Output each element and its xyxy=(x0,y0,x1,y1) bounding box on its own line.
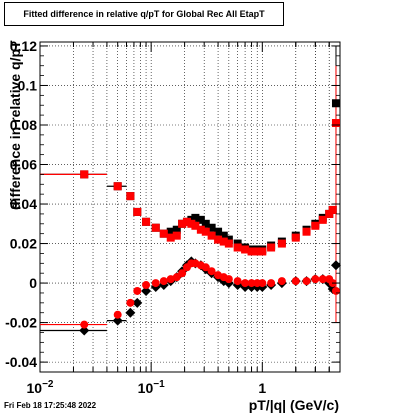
data-point-square xyxy=(142,217,151,226)
data-point-circle xyxy=(302,277,311,286)
data-point-square xyxy=(258,247,267,256)
data-point-circle xyxy=(113,310,122,319)
timestamp-footer: Fri Feb 18 17:25:48 2022 xyxy=(4,401,97,410)
data-point-square xyxy=(328,205,337,214)
data-point-circle xyxy=(207,267,216,276)
x-axis-label: pT/|q| (GeV/c) xyxy=(249,397,339,413)
y-tick-label: -0.02 xyxy=(5,315,37,331)
data-point-diamond xyxy=(132,297,143,308)
data-point-square xyxy=(277,239,286,248)
data-point-square xyxy=(224,239,233,248)
data-point-circle xyxy=(126,298,135,307)
data-point-square xyxy=(187,219,196,228)
data-point-diamond xyxy=(125,307,136,318)
data-point-square xyxy=(166,227,175,236)
data-point-square xyxy=(182,217,191,226)
data-points xyxy=(79,99,341,336)
data-point-circle xyxy=(258,279,267,288)
data-point-diamond xyxy=(79,325,90,336)
data-point-square xyxy=(151,223,160,232)
data-point-square xyxy=(331,99,340,108)
data-point-square xyxy=(311,221,320,230)
data-point-circle xyxy=(166,275,175,284)
data-point-square xyxy=(214,235,223,244)
data-point-square xyxy=(267,243,276,252)
data-point-square xyxy=(253,247,262,256)
data-point-square xyxy=(166,233,175,242)
data-point-square xyxy=(291,233,300,242)
data-point-square xyxy=(196,215,205,224)
data-point-square xyxy=(196,225,205,234)
data-point-square xyxy=(159,229,168,238)
data-point-square xyxy=(219,231,228,240)
y-tick-label: 0.1 xyxy=(18,77,38,93)
data-point-circle xyxy=(224,275,233,284)
x-tick-label: 1 xyxy=(258,380,266,396)
data-point-square xyxy=(172,231,181,240)
data-point-circle xyxy=(277,277,286,286)
data-point-square xyxy=(219,237,228,246)
data-point-square xyxy=(191,221,200,230)
data-point-square xyxy=(201,219,210,228)
data-point-diamond xyxy=(330,260,341,271)
y-tick-label: 0 xyxy=(29,275,37,291)
data-point-circle xyxy=(291,277,300,286)
data-point-square xyxy=(201,227,210,236)
data-point-circle xyxy=(201,263,210,272)
data-point-square xyxy=(214,227,223,236)
data-point-circle xyxy=(159,277,168,286)
data-point-circle xyxy=(311,275,320,284)
data-point-square xyxy=(80,170,89,179)
data-point-circle xyxy=(133,286,142,295)
data-point-square xyxy=(113,182,122,191)
plot-frame xyxy=(39,41,341,373)
data-point-square xyxy=(318,215,327,224)
data-point-diamond xyxy=(141,285,152,296)
data-point-square xyxy=(191,213,200,222)
data-point-square xyxy=(331,119,340,128)
data-point-square xyxy=(302,227,311,236)
data-point-circle xyxy=(247,279,256,288)
data-point-square xyxy=(126,192,135,201)
data-point-circle xyxy=(142,281,151,290)
y-axis-label: difference in relative q/pT xyxy=(7,40,23,210)
data-point-circle xyxy=(178,269,187,278)
data-point-square xyxy=(241,245,250,254)
data-point-square xyxy=(233,243,242,252)
chart-title: Fitted difference in relative q/pT for G… xyxy=(4,2,284,26)
data-point-diamond xyxy=(112,315,123,326)
y-tick-label: 0.02 xyxy=(10,236,37,252)
data-point-square xyxy=(247,247,256,256)
data-point-circle xyxy=(80,320,89,329)
data-point-square xyxy=(172,225,181,234)
data-point-circle xyxy=(318,275,327,284)
y-tick-label: -0.04 xyxy=(5,354,37,370)
data-point-square xyxy=(133,207,142,216)
data-point-square xyxy=(178,219,187,228)
data-point-circle xyxy=(267,279,276,288)
data-point-circle xyxy=(331,286,340,295)
axes: -0.04 -0.02 0 0.02 0.04 0.06 0.08 0.1 0.12 10−2 10… xyxy=(5,38,341,396)
data-point-circle xyxy=(151,279,160,288)
y-tick-label: 0.06 xyxy=(10,157,37,173)
y-tick-label: 0.12 xyxy=(10,38,37,54)
data-point-circle xyxy=(233,277,242,286)
x-tick-label: 10−1 xyxy=(138,379,165,396)
y-tick-label: 0.08 xyxy=(10,117,37,133)
data-point-square xyxy=(207,223,216,232)
data-point-circle xyxy=(241,279,250,288)
y-tick-label: 0.04 xyxy=(10,196,37,212)
data-point-square xyxy=(207,231,216,240)
x-tick-label: 10−2 xyxy=(27,379,54,396)
